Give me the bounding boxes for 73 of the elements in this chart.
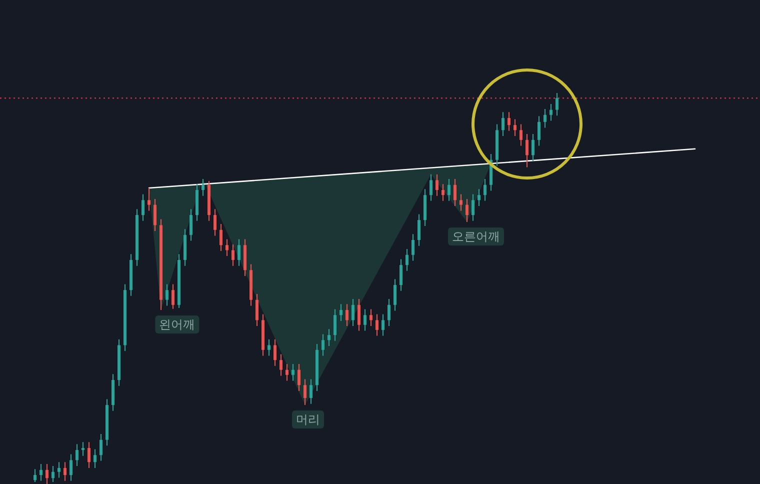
candlestick: [310, 378, 312, 404]
candlestick: [274, 338, 276, 366]
candlestick: [220, 223, 222, 252]
candlestick: [304, 378, 306, 406]
candlestick: [100, 433, 102, 462]
candlestick: [268, 338, 270, 356]
candlestick: [412, 234, 414, 262]
candlestick: [460, 194, 462, 212]
candlestick: [358, 298, 360, 332]
candlestick: [388, 298, 390, 327]
candlestick: [364, 308, 366, 332]
candlestick: [46, 464, 48, 484]
candlestick: [382, 314, 384, 336]
candlestick: [214, 208, 216, 236]
annotation: 왼어깨: [159, 318, 196, 332]
candlestick: [472, 194, 474, 222]
candlestick: [520, 124, 522, 146]
candlestick: [394, 278, 396, 312]
candlestick: [94, 448, 96, 468]
candlestick: [478, 188, 480, 206]
candlestick: [340, 304, 342, 322]
candlestick: [400, 258, 402, 292]
candlestick: [484, 178, 486, 202]
candlestick: [454, 178, 456, 206]
candlestick: [238, 238, 240, 266]
candlestick: [544, 108, 546, 128]
annotation: 머리: [296, 412, 320, 427]
candlestick: [502, 112, 504, 137]
candlestick: [550, 103, 552, 122]
candlestick: [556, 92, 558, 116]
candlestick: [322, 334, 324, 356]
candlestick: [40, 464, 42, 482]
candlestick: [88, 442, 90, 468]
candlestick: [70, 454, 72, 482]
candlestick: [64, 462, 66, 482]
candlestick: [370, 308, 372, 327]
candlestick: [34, 468, 36, 483]
candlestick: [172, 284, 174, 310]
candlestick: [202, 178, 204, 196]
candlestick: [466, 198, 468, 223]
candlestick: [256, 293, 258, 327]
candlestick: [436, 174, 438, 196]
candlestick: [298, 363, 300, 392]
candlestick: [292, 363, 294, 382]
candlestick: [52, 466, 54, 483]
candlestick: [166, 284, 168, 306]
candlestick: [538, 116, 540, 146]
candlestick: [142, 194, 144, 222]
candlestick: [508, 112, 510, 132]
candlestick: [532, 134, 534, 162]
candlestick: [82, 442, 84, 456]
candlestick: [280, 354, 282, 376]
candlestick: [328, 328, 330, 346]
candlestick: [376, 314, 378, 336]
candlestick: [58, 462, 60, 478]
candlestick: [190, 208, 192, 242]
candlestick: [232, 244, 234, 266]
candlestick: [514, 118, 516, 137]
candlestick: [526, 134, 528, 168]
candlestick: [442, 184, 444, 202]
candlestick: [406, 248, 408, 272]
candlestick: [226, 238, 228, 257]
candlestick: [352, 298, 354, 327]
candlestick: [334, 308, 336, 342]
candlestick: [430, 174, 432, 202]
candlestick: [448, 178, 450, 202]
annotation: 오른어깨: [452, 230, 500, 244]
candlestick: [346, 304, 348, 327]
candlestick: [418, 214, 420, 246]
candlestick: [148, 188, 150, 212]
candlestick: [154, 198, 156, 232]
candlestick: [286, 363, 288, 382]
candlestick: [76, 444, 78, 467]
